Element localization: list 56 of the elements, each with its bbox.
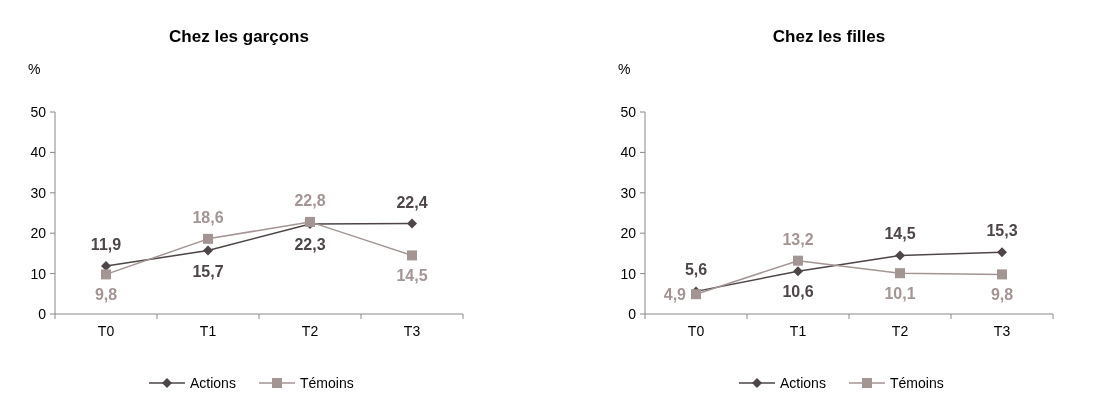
data-label: 10,6 (782, 283, 814, 301)
data-label: 22,3 (294, 235, 326, 253)
data-label: 11,9 (90, 235, 122, 253)
point (793, 266, 803, 277)
y-tick-label: 10 (620, 265, 637, 282)
point (997, 247, 1007, 258)
chart-title: Chez les garçons (169, 27, 309, 46)
point (895, 268, 905, 279)
y-tick-label: 30 (620, 184, 637, 201)
data-label: 22,4 (396, 193, 428, 211)
x-tick-label: T2 (891, 323, 909, 339)
data-label: 14,5 (884, 225, 916, 243)
point (407, 250, 417, 261)
x-tick-label: T3 (403, 323, 421, 339)
data-label: 22,8 (294, 191, 326, 209)
data-label: 9,8 (94, 286, 118, 304)
legend-label: Témoins (300, 374, 354, 391)
data-label: 14,5 (396, 267, 428, 285)
legend-label: Témoins (890, 374, 944, 391)
y-tick-label: 50 (30, 103, 47, 120)
data-label: 15,3 (986, 222, 1018, 240)
data-label: 9,8 (990, 286, 1014, 304)
point (997, 269, 1007, 280)
point (793, 255, 803, 266)
y-tick-label: 30 (30, 184, 47, 201)
point (407, 218, 417, 229)
x-tick-label: T0 (687, 323, 705, 339)
y-tick-label: 0 (628, 305, 637, 322)
data-label: 10,1 (884, 285, 916, 303)
data-label: 18,6 (192, 208, 224, 226)
point (203, 233, 213, 244)
x-tick-label: T0 (97, 323, 115, 339)
point (203, 245, 213, 256)
x-tick-label: T1 (789, 323, 807, 339)
x-tick-label: T3 (993, 323, 1011, 339)
y-tick-label: 40 (620, 144, 637, 161)
y-tick-label: 20 (620, 225, 637, 242)
x-tick-label: T1 (199, 323, 217, 339)
legend-label: Actions (780, 374, 826, 391)
data-label: 13,2 (782, 230, 814, 248)
chart-title: Chez les filles (772, 27, 886, 46)
x-tick-label: T2 (301, 323, 319, 339)
y-tick-label: 10 (30, 265, 47, 282)
y-tick-label: 40 (30, 144, 47, 161)
data-label: 15,7 (192, 262, 224, 280)
y-axis-title: % (618, 61, 631, 77)
y-axis-title: % (28, 61, 41, 77)
data-label: 5,6 (684, 261, 708, 279)
legend-label: Actions (190, 374, 236, 391)
y-tick-label: 50 (620, 103, 637, 120)
point (101, 260, 111, 271)
y-tick-label: 20 (30, 225, 47, 242)
data-label: 4,9 (663, 286, 687, 304)
y-tick-label: 0 (38, 305, 47, 322)
point (101, 269, 111, 280)
point (895, 250, 905, 261)
